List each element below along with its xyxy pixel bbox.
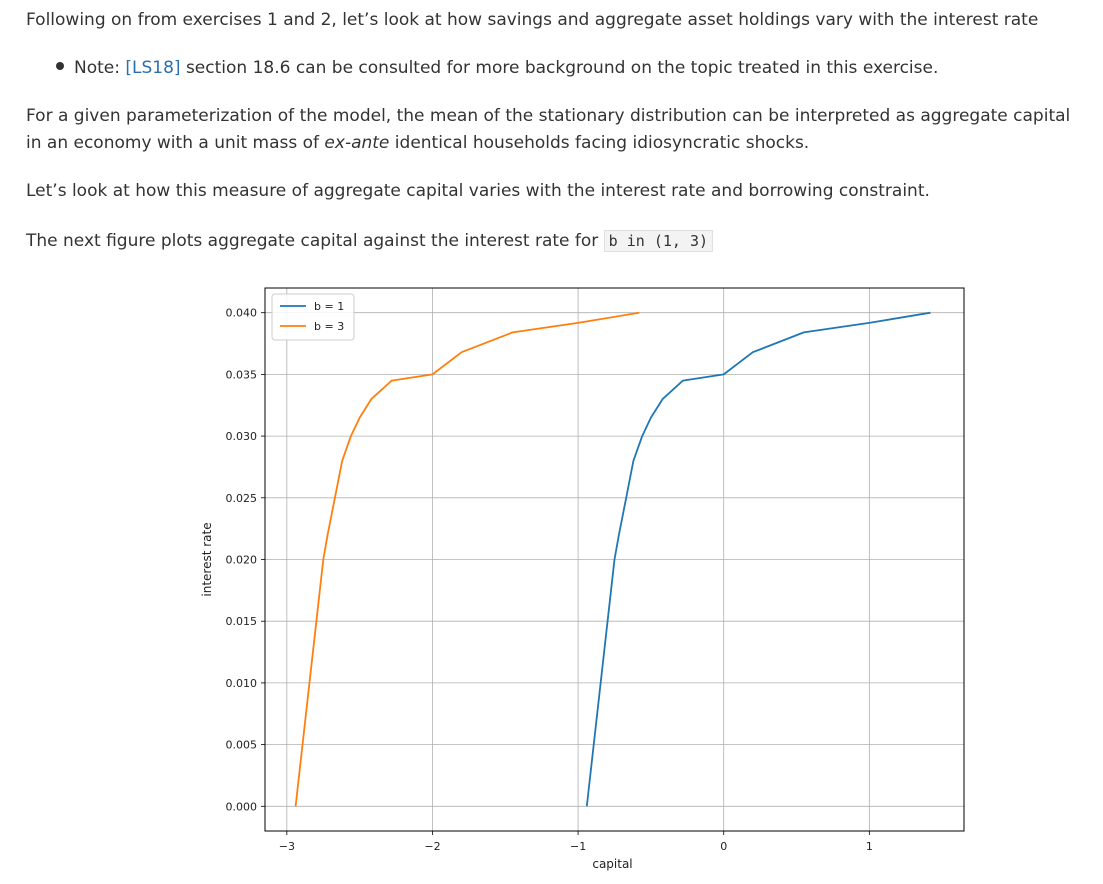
y-tick-label: 0.005 — [226, 739, 258, 752]
x-tick-label: 1 — [866, 840, 873, 853]
figure-intro-text: The next figure plots aggregate capital … — [26, 231, 604, 251]
legend-label-b1: b = 1 — [314, 300, 344, 313]
y-tick-label: 0.025 — [226, 492, 258, 505]
note-suffix: section 18.6 can be consulted for more b… — [180, 58, 939, 78]
y-tick-label: 0.040 — [226, 307, 258, 320]
y-tick-label: 0.020 — [226, 554, 258, 567]
intro-paragraph: Following on from exercises 1 and 2, let… — [26, 10, 1039, 30]
bullet-icon — [56, 62, 64, 70]
model-paragraph-part-a: For a given parameterization of the mode… — [26, 106, 1071, 153]
y-axis-label: interest rate — [200, 522, 214, 596]
y-tick-label: 0.010 — [226, 677, 258, 690]
inline-code: b in (1, 3) — [603, 230, 714, 252]
y-tick-label: 0.030 — [226, 430, 258, 443]
y-tick-label: 0.015 — [226, 615, 258, 628]
ex-ante-emphasis: ex-ante — [324, 133, 390, 153]
y-tick-label: 0.000 — [226, 800, 258, 813]
series-line-b3 — [294, 311, 640, 807]
model-paragraph-part-b: identical households facing idiosyncrati… — [389, 133, 810, 153]
x-tick-label: 0 — [720, 840, 727, 853]
x-tick-label: −2 — [424, 840, 440, 853]
interest-rate-vs-capital-chart: −3 −2 −1 0 1 0.000 0.005 0.010 0.015 0.020 0.025 0.… — [200, 287, 965, 871]
note-prefix: Note: — [74, 58, 126, 78]
figure-intro-paragraph: The next figure plots aggregate capital … — [26, 228, 714, 255]
series-line-b1 — [585, 311, 931, 807]
y-tick-label: 0.035 — [226, 368, 258, 381]
model-paragraph: For a given parameterization of the mode… — [26, 103, 1086, 157]
x-axis-label: capital — [592, 857, 632, 871]
note-item: Note: [LS18] section 18.6 can be consult… — [56, 55, 938, 82]
x-tick-label: −3 — [279, 840, 295, 853]
measure-paragraph: Let’s look at how this measure of aggreg… — [26, 181, 930, 201]
citation-link-ls18[interactable]: [LS18] — [125, 58, 181, 78]
legend-label-b3: b = 3 — [314, 320, 344, 333]
x-tick-label: −1 — [570, 840, 586, 853]
